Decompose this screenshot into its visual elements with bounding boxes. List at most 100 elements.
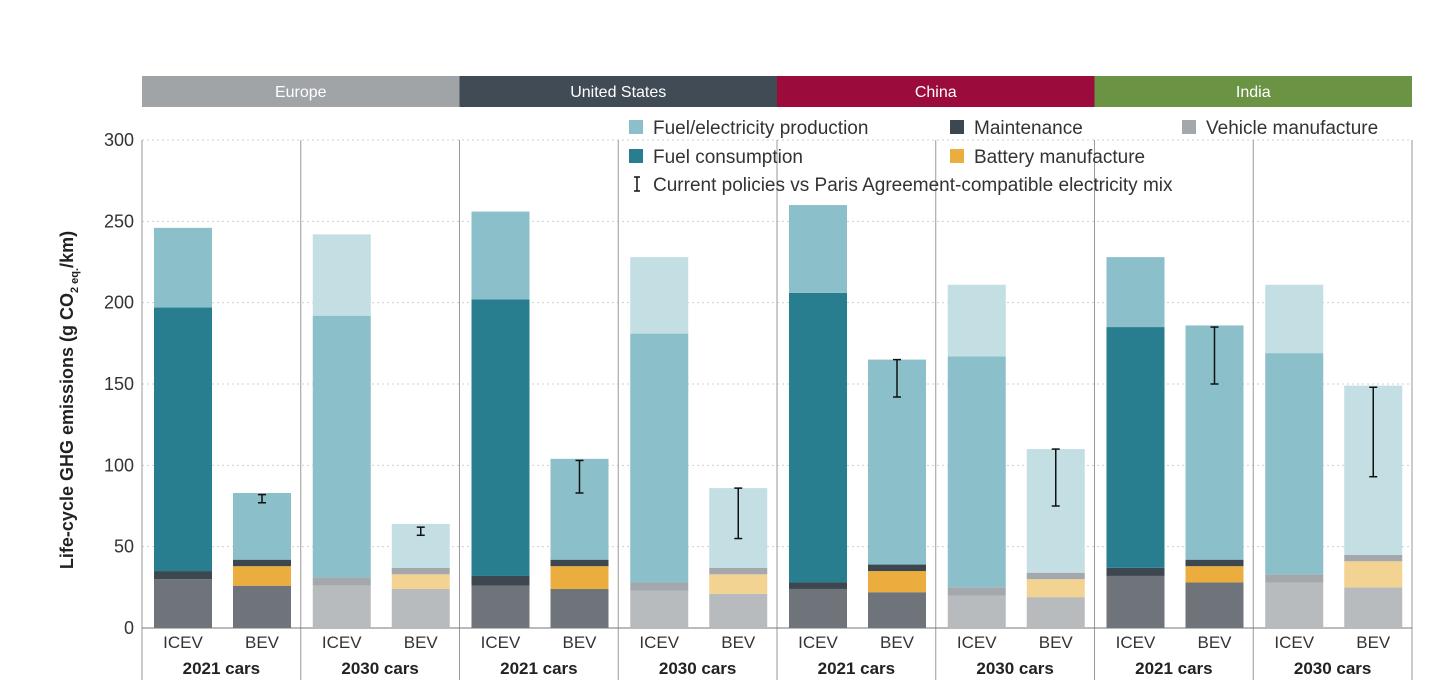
bar-segment-fuel-consumption — [471, 299, 530, 576]
bar-segment-vehicle — [1344, 587, 1403, 628]
y-tick-label: 0 — [124, 618, 134, 638]
bar-segment-maintenance — [1344, 554, 1403, 562]
x-axis: ICEV BEV ICEV BEV ICEV BEV ICEV BEV ICEV BEV ICEV B… — [163, 633, 1391, 678]
legend-label: Fuel/electricity production — [653, 118, 868, 139]
region-label: China — [915, 84, 957, 101]
bar-segment-vehicle — [471, 585, 530, 628]
bar-segment-vehicle — [550, 588, 609, 628]
bar-segment-battery — [1026, 579, 1085, 598]
region-label: India — [1236, 84, 1271, 101]
x-group-label: 2030 cars — [976, 659, 1054, 678]
bar-segment-vehicle — [1185, 582, 1244, 628]
legend-label: Fuel consumption — [653, 147, 803, 168]
region-header: Europe United States China India — [142, 76, 1412, 107]
bar-segment-fuel-consumption — [154, 307, 212, 572]
region-label: Europe — [275, 84, 327, 101]
legend-item: Maintenance — [950, 118, 1083, 139]
bar-segment-vehicle — [947, 595, 1006, 628]
x-category-label: ICEV — [798, 633, 838, 652]
x-group-label: 2030 cars — [659, 659, 737, 678]
bar-segment-battery — [550, 566, 609, 589]
legend-item: Current policies vs Paris Agreement-comp… — [634, 175, 1173, 196]
y-axis: 0 50 100 150 200 250 300 — [104, 130, 134, 638]
error-bar — [893, 358, 901, 398]
x-category-label: BEV — [404, 633, 439, 652]
bar-segment-battery — [391, 574, 450, 589]
legend-item: Fuel consumption — [629, 147, 803, 168]
error-bar — [1210, 326, 1219, 385]
bar-segment-vehicle — [1026, 597, 1085, 628]
bar-segment-vehicle — [630, 590, 689, 628]
bar-segment-vehicle — [868, 592, 926, 628]
error-bar — [575, 459, 584, 494]
y-tick-label: 250 — [104, 211, 134, 231]
x-group-label: 2021 cars — [183, 659, 261, 678]
x-category-label: BEV — [1039, 633, 1074, 652]
x-category-label: BEV — [245, 633, 280, 652]
error-bar — [416, 526, 425, 537]
error-bar — [1369, 386, 1378, 478]
bar-segment-battery — [233, 566, 291, 586]
x-group-label: 2030 cars — [1294, 659, 1372, 678]
legend-swatch — [1182, 120, 1196, 134]
x-group-label: 2021 cars — [500, 659, 578, 678]
x-category-label: BEV — [721, 633, 756, 652]
x-category-label: BEV — [1356, 633, 1391, 652]
bar-segment-current-policies — [312, 234, 371, 316]
bar-segment-production — [312, 315, 371, 578]
bar-segment-maintenance — [471, 575, 530, 586]
region-band-india — [1094, 76, 1412, 107]
bar-segment-battery — [868, 571, 926, 593]
legend-label: Maintenance — [974, 118, 1083, 139]
y-axis-title: Life-cycle GHG emissions (g CO2 eq./km) — [57, 231, 81, 569]
bar-segment-maintenance — [1185, 559, 1244, 567]
x-category-label: ICEV — [1274, 633, 1314, 652]
bar-segment-maintenance — [312, 577, 371, 586]
bar-segment-battery — [1344, 561, 1403, 588]
bar-segment-production — [947, 356, 1006, 588]
y-tick-label: 200 — [104, 293, 134, 313]
bar-segment-vehicle — [312, 585, 371, 628]
legend-item: Vehicle manufacture — [1182, 118, 1378, 139]
legend-swatch — [950, 120, 964, 134]
x-category-label: BEV — [1197, 633, 1232, 652]
legend-item: Fuel/electricity production — [629, 118, 868, 139]
bar-segment-maintenance — [947, 587, 1006, 596]
y-tick-label: 300 — [104, 130, 134, 150]
bar-segment-battery — [709, 574, 768, 594]
x-category-label: ICEV — [163, 633, 203, 652]
bar-segment-maintenance — [1026, 572, 1085, 580]
bar-segment-vehicle — [1106, 575, 1165, 628]
error-bars — [258, 326, 1378, 540]
legend-label: Current policies vs Paris Agreement-comp… — [653, 175, 1173, 196]
error-bar — [734, 487, 743, 540]
bar-segment-production — [789, 205, 847, 293]
bar-segment-vehicle — [154, 579, 212, 628]
bar-segment-maintenance — [630, 582, 689, 591]
bar-segment-maintenance — [233, 559, 291, 567]
bar-segment-vehicle — [789, 588, 847, 628]
bar-segment-production — [630, 333, 689, 583]
x-group-label: 2030 cars — [341, 659, 419, 678]
bar-segment-vehicle — [709, 593, 768, 628]
x-category-label: ICEV — [481, 633, 521, 652]
bar-segment-maintenance — [868, 564, 926, 572]
error-bar — [1051, 448, 1060, 507]
bar-segment-fuel-consumption — [789, 292, 847, 583]
x-category-label: BEV — [880, 633, 915, 652]
bar-segment-current-policies — [630, 257, 689, 334]
bar-segment-maintenance — [709, 567, 768, 575]
bar-segment-production — [154, 227, 212, 308]
bar-segment-maintenance — [550, 559, 609, 567]
bar-segment-battery — [1185, 566, 1244, 583]
bar-segment-maintenance — [789, 582, 847, 589]
x-group-label: 2021 cars — [1135, 659, 1213, 678]
x-category-label: ICEV — [639, 633, 679, 652]
bar-segment-production — [1106, 257, 1165, 328]
region-band-europe — [142, 76, 460, 107]
bar-segment-current-policies — [1265, 284, 1324, 354]
bar-segment-maintenance — [1265, 574, 1324, 583]
legend-swatch — [950, 149, 964, 163]
x-group-label: 2021 cars — [818, 659, 896, 678]
bar-segment-maintenance — [1106, 567, 1165, 576]
